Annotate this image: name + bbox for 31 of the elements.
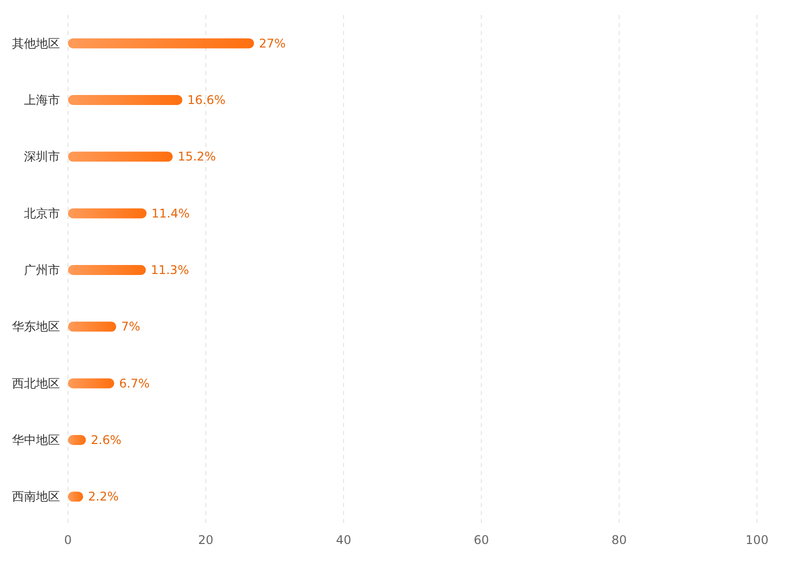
data-label: 27% <box>259 36 286 50</box>
x-tick-label: 60 <box>474 533 490 547</box>
data-label: 7% <box>121 320 140 334</box>
y-tick-label: 上海市 <box>24 93 60 107</box>
y-tick-label: 西南地区 <box>12 490 60 504</box>
data-label: 6.7% <box>119 376 150 390</box>
bar <box>68 152 173 162</box>
x-tick-label: 0 <box>64 533 72 547</box>
data-label: 15.2% <box>178 150 216 164</box>
x-tick-label: 40 <box>336 533 352 547</box>
y-tick-label: 西北地区 <box>12 376 60 390</box>
y-tick-label: 深圳市 <box>24 150 60 164</box>
x-tick-label: 80 <box>612 533 627 547</box>
data-label: 11.4% <box>152 206 190 220</box>
bar <box>68 208 147 218</box>
data-label: 16.6% <box>187 93 226 107</box>
data-label: 11.3% <box>150 263 189 277</box>
bar <box>68 38 254 48</box>
y-tick-label: 北京市 <box>24 206 60 220</box>
bar <box>68 322 116 332</box>
bar <box>68 265 146 275</box>
y-tick-label: 其他地区 <box>12 36 60 50</box>
x-tick-label: 20 <box>198 533 214 547</box>
x-tick-label: 100 <box>746 533 768 547</box>
bar <box>68 95 182 105</box>
y-tick-label: 华中地区 <box>12 433 60 447</box>
data-label: 2.2% <box>88 490 119 504</box>
bar <box>68 378 114 388</box>
y-tick-label: 广州市 <box>24 263 60 277</box>
data-label: 2.6% <box>90 433 122 447</box>
y-tick-label: 华东地区 <box>12 320 60 334</box>
